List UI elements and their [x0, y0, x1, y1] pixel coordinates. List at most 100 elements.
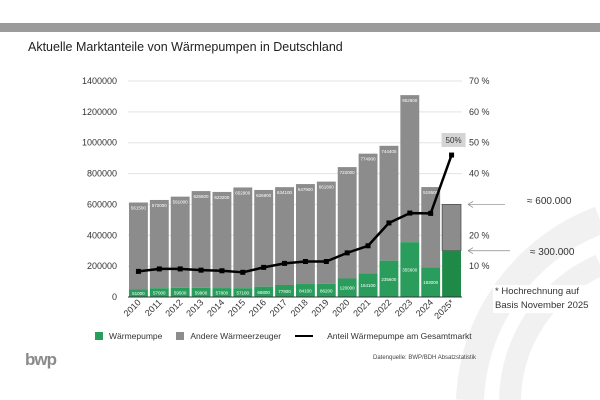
bar-label-heatpump: 59900	[195, 290, 208, 295]
bar-other	[191, 191, 211, 288]
bwp-logo: bwp	[25, 350, 57, 369]
bar-heatpump	[170, 287, 190, 297]
bar-label-heatpump: 59500	[174, 290, 187, 295]
bar-label-other: 652900	[235, 190, 251, 195]
bar-heatpump	[400, 242, 420, 297]
share-point	[135, 268, 141, 274]
share-point	[386, 220, 392, 226]
bar-label-other: 626600	[194, 194, 210, 199]
bar-label-other: 722000	[340, 170, 356, 175]
bar-label-other: 744400	[381, 149, 397, 154]
y-left-tick-label: 800000	[87, 169, 117, 179]
y-left-tick-label: 400000	[87, 230, 117, 240]
bar-label-other: 634100	[277, 190, 293, 195]
x-tick-label: 2019	[309, 297, 330, 318]
bar-label-heatpump: 77900	[278, 289, 291, 294]
bar-other	[149, 199, 169, 289]
bar-label-heatpump: 51000	[132, 291, 145, 296]
x-tick-label: 2012	[163, 297, 184, 318]
bar-other	[275, 187, 294, 285]
y-left-tick-label: 1400000	[82, 76, 117, 86]
bar-label-heatpump: 84100	[299, 289, 312, 294]
x-tick-label: 2018	[289, 297, 310, 318]
bar-other	[316, 181, 336, 284]
bar-heatpump	[191, 287, 211, 297]
legend-swatch-heatpump	[95, 332, 103, 340]
x-tick-label: 2017	[268, 297, 289, 318]
bar-other	[212, 191, 232, 289]
arrow-head-icon	[467, 201, 474, 208]
x-tick-label: 2014	[205, 297, 226, 318]
bar-other	[170, 196, 190, 288]
share-point	[365, 243, 371, 249]
bar-label-other: 572000	[152, 203, 168, 208]
share-point	[344, 250, 350, 256]
bar-label-other: 952900	[402, 98, 418, 103]
x-tick-label: 2021	[351, 297, 372, 318]
share-point	[407, 210, 413, 216]
bar-label-other: 774900	[361, 157, 377, 162]
bar-heatpump	[212, 288, 232, 297]
x-tick-label: 2025*	[432, 297, 456, 321]
approx-total-label: ≈ 600.000	[527, 196, 572, 207]
bar-label-other: 623200	[214, 195, 230, 200]
x-tick-label: 2020	[330, 297, 351, 318]
y-right-tick-label: 50 %	[469, 138, 490, 148]
share-point	[219, 268, 225, 274]
bar-label-heatpump: 355600	[402, 268, 418, 273]
x-tick-label: 2024	[414, 297, 435, 318]
legend-line-share	[295, 335, 314, 337]
x-tick-label: 2013	[184, 297, 205, 318]
bar-heatpump	[316, 283, 336, 297]
footnote-line: * Hochrechnung auf	[495, 286, 579, 297]
bar-other	[233, 187, 253, 289]
bar-heatpump	[421, 267, 441, 297]
legend-label: Anteil Wärmepumpe am Gesamtmarkt	[327, 331, 472, 341]
bar-label-other: 561500	[131, 206, 147, 211]
bar-heatpump	[254, 286, 274, 297]
bar-label-heatpump: 86200	[320, 288, 333, 293]
share-point	[428, 210, 434, 216]
share-point	[240, 269, 246, 275]
bar-other	[400, 95, 420, 243]
y-right-tick-label: 40 %	[469, 169, 490, 179]
share-point	[449, 152, 455, 158]
bar-heatpump	[337, 278, 357, 297]
bar-label-other: 661800	[319, 185, 335, 190]
x-tick-label: 2015	[226, 297, 247, 318]
bar-heatpump	[149, 288, 169, 297]
arrow-head-icon	[467, 247, 474, 255]
data-source: Datenquelle: BWP/BDH Absatzstatistik	[373, 355, 477, 361]
bar-other	[296, 184, 315, 285]
bar-heatpump	[379, 260, 399, 297]
footnote: * Hochrechnung auf Basis November 2025	[493, 285, 591, 313]
x-tick-label: 2010	[122, 297, 143, 318]
bar-label-heatpump: 57000	[153, 291, 166, 296]
pct-2025-label: 50%	[446, 136, 462, 145]
bar-label-heatpump: 57800	[216, 291, 229, 296]
bar-label-other: 519500	[423, 190, 439, 195]
x-tick-label: 2011	[143, 297, 164, 318]
bar-heatpump	[442, 250, 461, 297]
share-point	[156, 266, 162, 272]
x-tick-label: 2016	[247, 297, 268, 318]
bar-label-heatpump: 193000	[423, 280, 439, 285]
bar-other	[441, 204, 462, 252]
y-right-tick-label: 60 %	[469, 107, 490, 117]
pct-2025-box	[441, 133, 466, 147]
bar-other	[421, 187, 441, 268]
y-right-tick-label: 20 %	[469, 230, 490, 240]
footnote-line: Basis November 2025	[495, 300, 589, 311]
bar-heatpump	[275, 284, 294, 297]
y-left-tick-label: 200000	[87, 261, 117, 271]
bar-heatpump	[233, 288, 253, 297]
y-right-tick-label: 10 %	[469, 261, 490, 271]
bar-label-other: 626900	[256, 193, 272, 198]
bar-label-heatpump: 120000	[340, 286, 356, 291]
bar-other	[379, 145, 399, 261]
bar-label-heatpump: 57100	[237, 291, 250, 296]
bar-label-other: 647900	[298, 187, 314, 192]
share-point	[177, 266, 183, 272]
legend-label: Andere Wärmeerzeuger	[190, 331, 282, 341]
